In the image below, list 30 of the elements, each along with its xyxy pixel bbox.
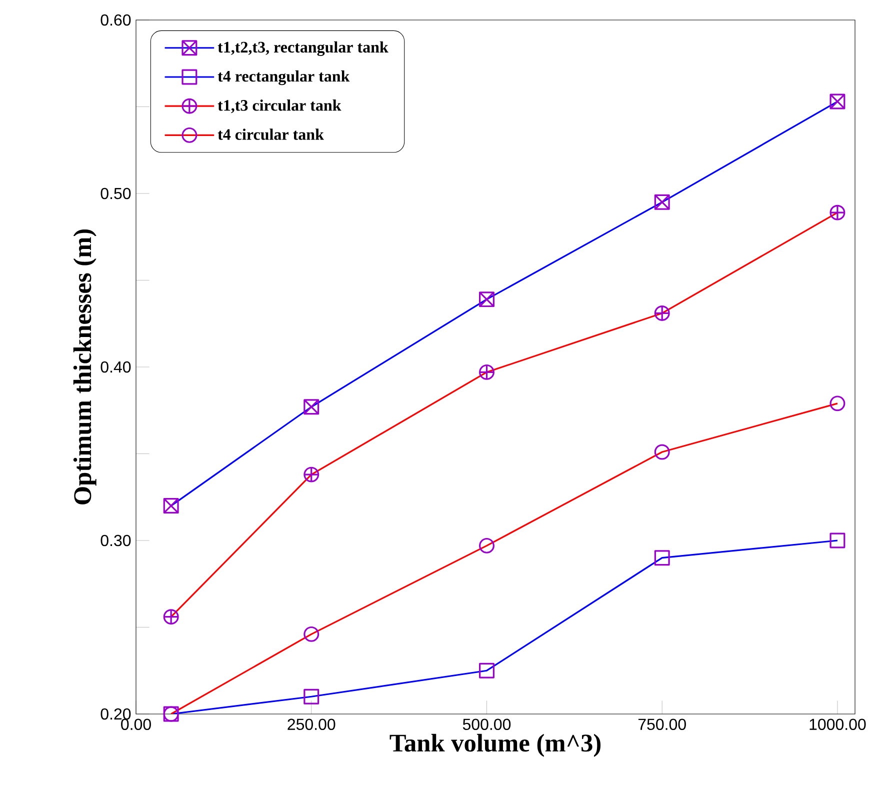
legend-label: t4 circular tank — [218, 128, 324, 140]
point — [830, 204, 846, 220]
point — [304, 688, 320, 704]
point — [304, 466, 320, 482]
point — [163, 609, 179, 625]
point — [479, 292, 494, 308]
point — [479, 662, 494, 678]
point — [304, 399, 320, 415]
y-tick-label: 0.50 — [100, 188, 131, 200]
x-tick-label: 500.00 — [462, 718, 511, 730]
y-tick-label: 0.30 — [100, 534, 131, 546]
y-tick-label: 0.20 — [100, 708, 131, 720]
point — [830, 532, 846, 548]
point — [163, 498, 179, 514]
legend-label: t4 rectangular tank — [218, 70, 350, 86]
point — [830, 94, 846, 110]
x-axis-title: Tank volume (m^3) — [390, 734, 600, 757]
x-tick-label: 750.00 — [638, 718, 686, 730]
y-axis-title: Optimum thicknesses (m) — [73, 229, 96, 504]
y-tick-label: 0.40 — [100, 361, 131, 373]
legend-label: t1,t2,t3, rectangular tank — [218, 41, 388, 56]
x-tick-label: 1000.00 — [810, 718, 866, 730]
point — [654, 305, 670, 321]
x-tick-label: 250.00 — [288, 718, 336, 730]
y-tick-label: 0.60 — [100, 14, 131, 26]
point — [654, 194, 670, 210]
point — [479, 364, 494, 380]
x-tick-label: 0.00 — [121, 718, 151, 730]
legend-label: t1,t3 circular tank — [218, 100, 342, 114]
point — [654, 550, 670, 566]
